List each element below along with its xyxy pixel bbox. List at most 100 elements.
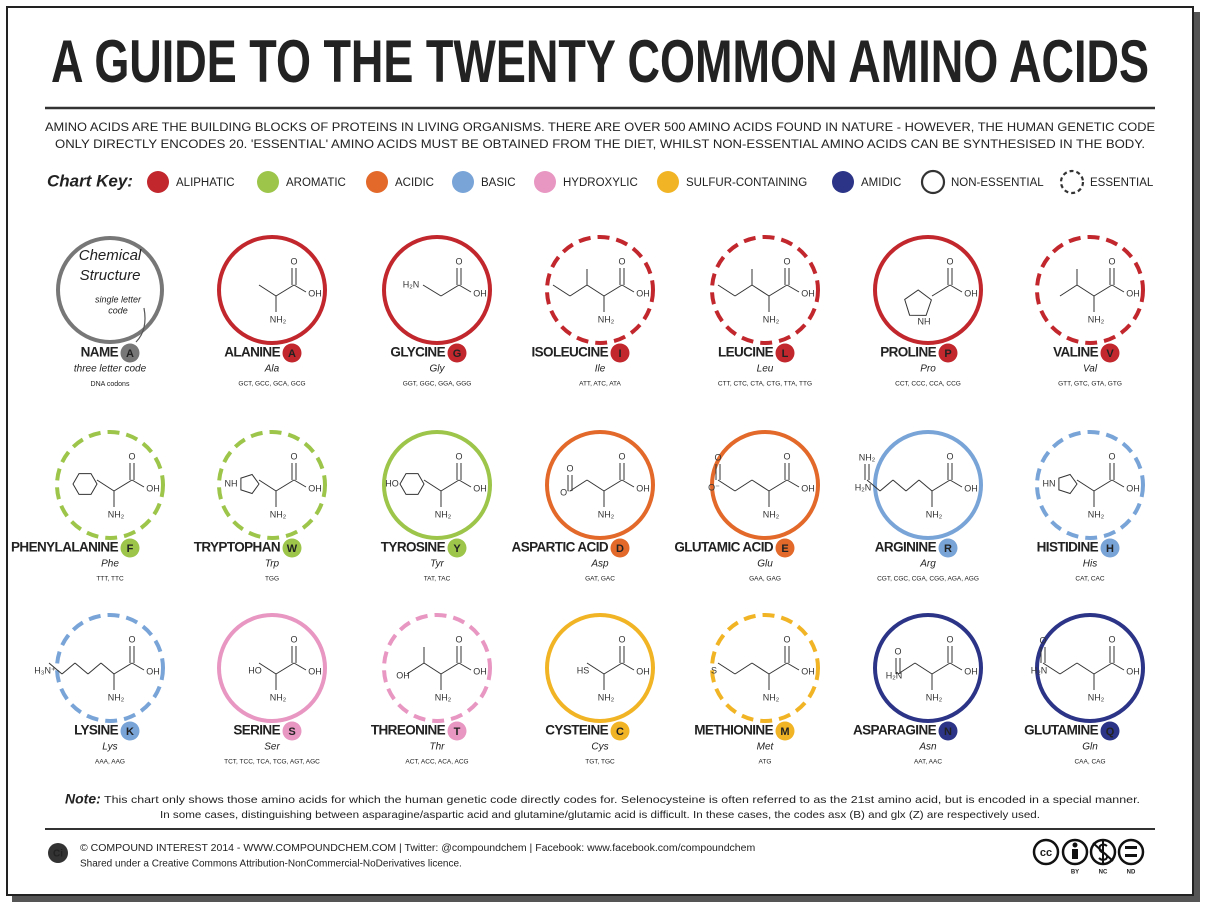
atom-label: O (783, 634, 790, 644)
license: Shared under a Creative Commons Attribut… (80, 859, 462, 870)
atom-label: O (1108, 634, 1115, 644)
bond (734, 284, 753, 297)
structure-circle (545, 430, 655, 540)
atom-label: O (946, 256, 953, 266)
single-letter-code: E (781, 543, 788, 555)
atom-label: NH₂ (270, 314, 287, 324)
atom-label: O (714, 452, 721, 462)
atom-label: NH₂ (763, 509, 780, 519)
key-swatch (147, 171, 169, 193)
single-letter-code: Q (1106, 726, 1115, 738)
bond (406, 662, 425, 675)
atom-label: O (1108, 256, 1115, 266)
amino-acid-card: O OH NH₂ HO Ser TCT, TCC, TCA, TCG, AGT, AGC (217, 613, 327, 766)
key-swatch (920, 169, 946, 195)
atom-label: OH (473, 483, 487, 493)
bond (569, 284, 588, 297)
atom-label: NH₂ (1088, 509, 1105, 519)
three-letter-code: Thr (430, 742, 446, 753)
amino-acid-name: ARGININE (875, 540, 937, 555)
single-letter-code: I (618, 348, 621, 360)
amino-acid-card: O OH NH₂ H₂N NH₂ Arg CGT, CGC, CGA, CGG, AGA, … (855, 430, 983, 583)
structure-circle (217, 235, 327, 345)
bond (866, 479, 881, 492)
bond (1076, 662, 1095, 675)
bond (258, 662, 277, 675)
bond (931, 284, 951, 297)
structure-circle (873, 235, 983, 345)
example-note: single letter (95, 294, 142, 304)
cc-label: BY (1071, 870, 1079, 876)
amino-acid-card: O OH NH₂ Ile ATT, ATC, ATA (545, 235, 655, 388)
structure-circle (873, 430, 983, 540)
dna-codons: CAT, CAC (1075, 576, 1104, 583)
bond (603, 479, 623, 492)
logo-text: Ci (53, 849, 63, 860)
atom-label: NH (225, 478, 238, 488)
bond (1059, 284, 1078, 297)
three-letter-code: Tyr (430, 559, 444, 570)
bond (586, 284, 605, 297)
dna-codons: TCT, TCC, TCA, TCG, AGT, AGC (224, 759, 320, 766)
three-letter-code: Val (1083, 364, 1098, 375)
bond (603, 662, 623, 675)
atom-label: NH₂ (926, 509, 943, 519)
atom-label: O (455, 634, 462, 644)
key-swatch (366, 171, 388, 193)
atom-label: OH (964, 288, 978, 298)
letter-badge (610, 721, 630, 741)
single-letter-code: W (287, 543, 298, 555)
note-line: This chart only shows those amino acids … (104, 794, 1140, 806)
cc-icon (1032, 838, 1060, 866)
bond (586, 662, 605, 675)
amino-acid-name: ASPARTIC ACID (512, 540, 609, 555)
single-letter-code: H (1106, 543, 1114, 555)
atom-label: OH (473, 666, 487, 676)
atom-label: NH₂ (1088, 692, 1105, 702)
bond (751, 662, 770, 675)
three-letter-code: Ser (264, 742, 280, 753)
atom-label: H₂N (1031, 665, 1048, 675)
atom-label: HN (1043, 478, 1056, 488)
letter-badge (120, 538, 140, 558)
three-letter-code: Gly (430, 364, 446, 375)
bond (275, 479, 295, 492)
key-swatch (832, 171, 854, 193)
single-letter-code: V (1106, 348, 1114, 360)
amino-acid-card: O OH NH₂ Phe TTT, TTC (55, 430, 165, 583)
letter-badge (447, 721, 467, 741)
atom-label: O (1039, 635, 1046, 645)
example-circle (56, 236, 164, 344)
single-letter-code: P (944, 348, 951, 360)
bond (734, 479, 753, 492)
atom-label: NH₂ (763, 692, 780, 702)
single-letter-code: G (453, 348, 462, 360)
structure-circle (545, 235, 655, 345)
letter-badge (775, 538, 795, 558)
amino-acid-card: O OH NH₂ Ala GCT, GCC, GCA, GCG (217, 235, 327, 388)
bond (914, 662, 933, 675)
bond (74, 662, 89, 675)
atom-label: O (946, 451, 953, 461)
amino-acid-name: PROLINE (880, 345, 936, 360)
structure-circle (1035, 613, 1145, 723)
key-item-label: AMIDIC (861, 177, 901, 189)
bond (717, 284, 736, 297)
letter-badge (775, 721, 795, 741)
bond (768, 662, 788, 675)
amino-acid-name: ALANINE (224, 345, 280, 360)
atom-label: NH₂ (108, 509, 125, 519)
bond (751, 284, 770, 297)
bond (275, 284, 295, 297)
single-letter-code: N (944, 726, 952, 738)
dna-codons: TGG (265, 576, 279, 583)
bond (918, 479, 933, 492)
amino-acid-name: LEUCINE (718, 345, 774, 360)
atom-label: OH (801, 666, 815, 676)
single-letter-code: L (782, 348, 789, 360)
amino-acid-card: O OH NH₂ H₂N O Asn AAT, AAC (873, 613, 983, 766)
dna-codons: GCT, GCC, GCA, GCG (238, 381, 305, 388)
bond (734, 662, 753, 675)
amino-acid-name: GLUTAMIC ACID (674, 540, 774, 555)
